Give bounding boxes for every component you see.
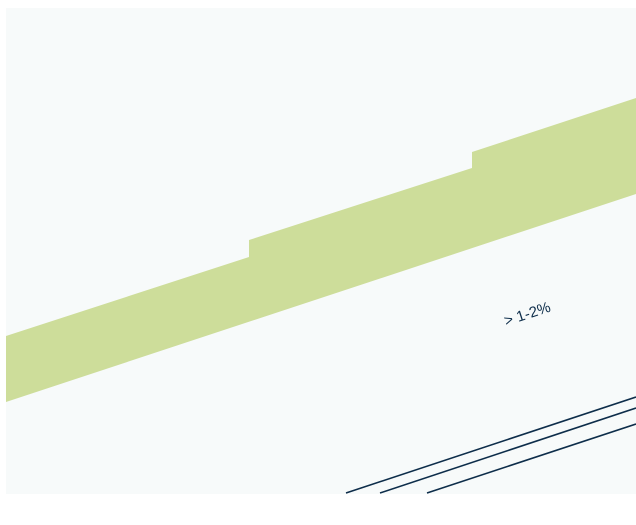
slope-line xyxy=(426,423,636,494)
slope-line xyxy=(379,407,636,494)
slope-line xyxy=(345,396,636,494)
green-band xyxy=(6,98,636,402)
